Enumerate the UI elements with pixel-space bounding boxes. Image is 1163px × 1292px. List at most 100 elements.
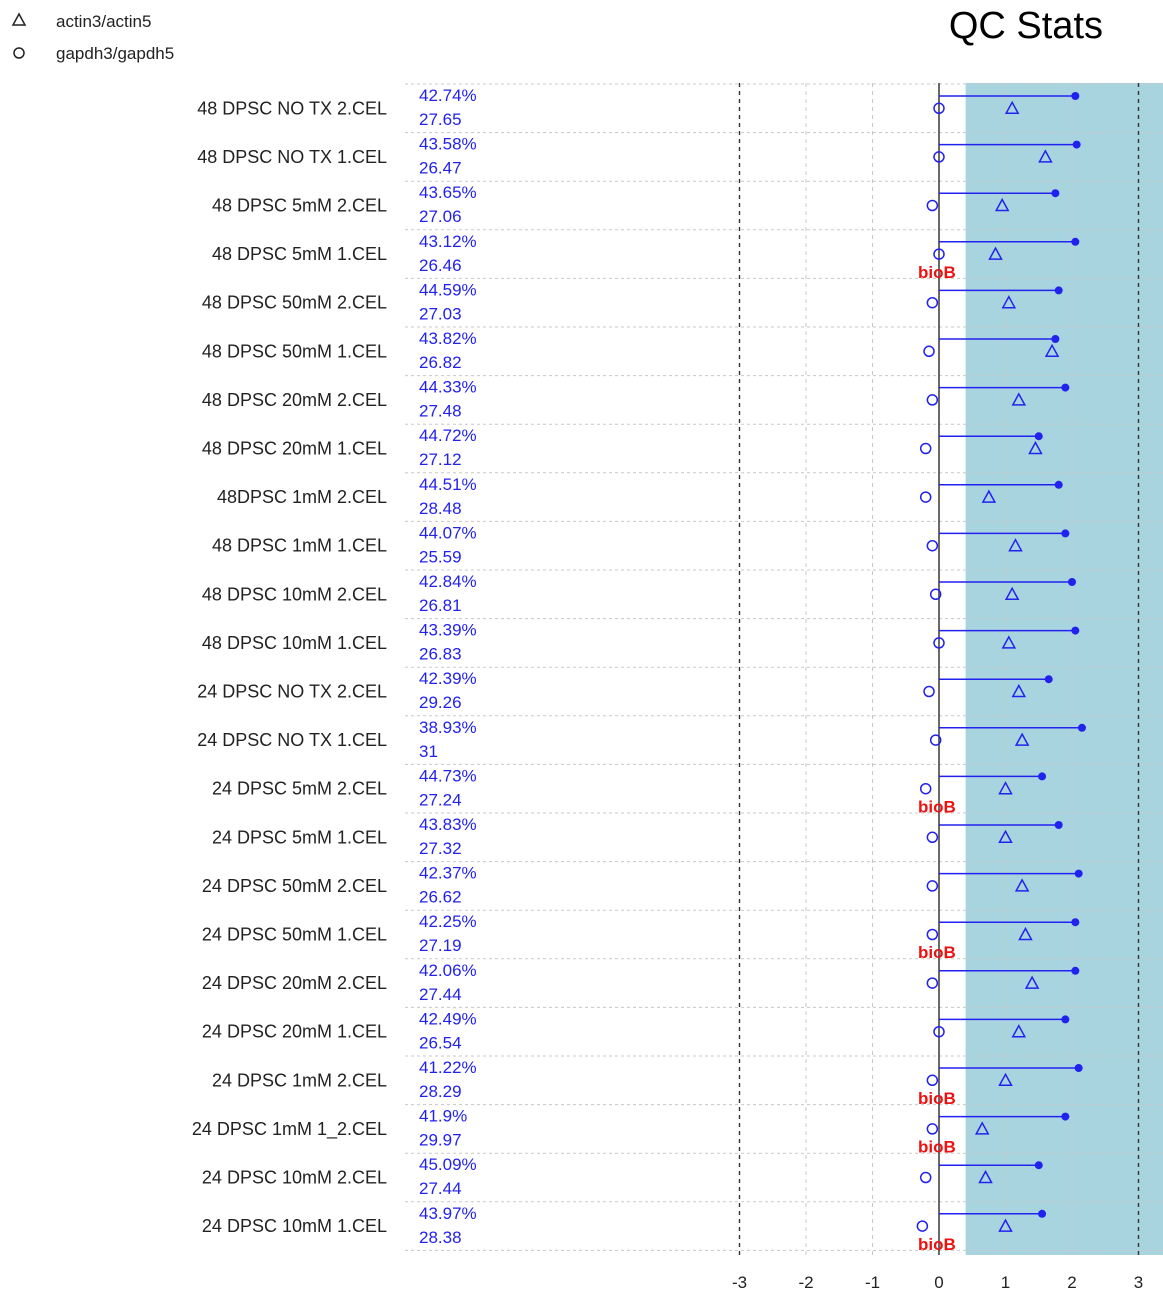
scale-factor-label: 27.24: [419, 790, 462, 809]
percent-present-label: 41.22%: [419, 1058, 477, 1077]
qc-row: 48 DPSC 50mM 1.CEL 43.82% 26.82: [202, 329, 1060, 372]
sample-label: 48 DPSC NO TX 1.CEL: [197, 147, 387, 167]
x-tick-label: 1: [1001, 1273, 1010, 1292]
sample-label: 24 DPSC 10mM 2.CEL: [202, 1168, 387, 1188]
sample-label: 48DPSC 1mM 2.CEL: [217, 487, 387, 507]
scale-factor-point: [1051, 189, 1060, 198]
legend-entry-actin: actin3/actin5: [56, 12, 151, 31]
percent-present-label: 44.73%: [419, 766, 477, 785]
percent-present-label: 43.83%: [419, 815, 477, 834]
biob-flag-label: bioB: [918, 1138, 956, 1157]
actin-ratio-marker: [994, 197, 1010, 212]
scale-factor-point: [1071, 966, 1080, 975]
scale-factor-point: [1054, 821, 1063, 829]
percent-present-label: 38.93%: [419, 718, 477, 737]
gapdh-ratio-marker: [926, 1123, 939, 1135]
qc-row: 48DPSC 1mM 2.CEL 44.51% 28.48: [217, 475, 1063, 518]
qc-row: 48 DPSC 10mM 1.CEL 43.39% 26.83: [202, 621, 1080, 664]
qc-row: 48 DPSC 5mM 1.CEL 43.12% 26.46 bioB: [212, 232, 1080, 282]
scale-factor-label: 27.48: [419, 402, 462, 421]
percent-present-label: 44.33%: [419, 378, 477, 397]
scale-factor-point: [1054, 480, 1063, 489]
gapdh-ratio-marker: [926, 394, 939, 406]
qc-row: 48 DPSC 10mM 2.CEL 42.84% 26.81: [202, 572, 1076, 615]
qc-row: 24 DPSC 5mM 1.CEL 43.83% 27.32: [212, 815, 1063, 858]
percent-present-label: 43.58%: [419, 135, 477, 154]
scale-factor-label: 26.46: [419, 256, 462, 275]
gapdh-ratio-marker: [916, 1220, 929, 1232]
scale-factor-point: [1038, 1209, 1047, 1218]
scale-factor-label: 26.82: [419, 353, 462, 372]
scale-factor-point: [1038, 772, 1047, 781]
scale-factor-label: 28.38: [419, 1228, 462, 1247]
sample-label: 48 DPSC 1mM 1.CEL: [212, 536, 387, 556]
scale-factor-label: 27.12: [419, 450, 462, 469]
actin-ratio-marker: [1011, 392, 1027, 406]
sample-label: 24 DPSC 5mM 2.CEL: [212, 779, 387, 799]
gapdh-ratio-marker: [926, 296, 939, 309]
sample-label: 48 DPSC 20mM 2.CEL: [202, 390, 387, 410]
actin-ratio-marker: [1038, 149, 1053, 163]
sample-label: 48 DPSC NO TX 2.CEL: [197, 98, 387, 118]
qc-row: 48 DPSC NO TX 1.CEL 43.58% 26.47: [197, 135, 1081, 178]
percent-present-label: 42.84%: [419, 572, 477, 591]
qc-row: 24 DPSC NO TX 2.CEL 42.39% 29.26: [197, 669, 1053, 712]
gapdh-ratio-marker: [919, 442, 932, 455]
qc-row: 24 DPSC 20mM 2.CEL 42.06% 27.44: [202, 961, 1080, 1004]
scale-factor-label: 27.06: [419, 207, 462, 226]
scale-factor-point: [1044, 675, 1053, 684]
qc-row: 24 DPSC 1mM 2.CEL 41.22% 28.29 bioB: [212, 1058, 1083, 1108]
biob-flag-label: bioB: [918, 797, 956, 816]
percent-present-label: 43.12%: [419, 232, 477, 251]
scale-factor-label: 27.19: [419, 936, 462, 955]
scale-factor-point: [1061, 383, 1070, 392]
gapdh-ratio-marker: [933, 151, 945, 163]
scale-factor-point: [1077, 723, 1086, 732]
scale-factor-point: [1068, 578, 1076, 586]
actin-ratio-marker: [1011, 1024, 1027, 1038]
gapdh-ratio-marker: [926, 1074, 939, 1087]
sample-label: 48 DPSC 20mM 1.CEL: [202, 439, 387, 459]
percent-present-label: 43.82%: [419, 329, 477, 348]
qc-row: 24 DPSC 1mM 1_2.CEL 41.9% 29.97 bioB: [192, 1107, 1070, 1157]
scale-factor-point: [1061, 529, 1070, 538]
actin-ratio-marker: [1011, 683, 1027, 698]
qc-row: 48 DPSC 50mM 2.CEL 44.59% 27.03: [202, 280, 1063, 323]
gapdh-ratio-marker: [926, 977, 939, 989]
legend-entry-gapdh: gapdh3/gapdh5: [56, 44, 174, 63]
biob-flag-label: bioB: [918, 263, 956, 282]
scale-factor-point: [1074, 869, 1083, 878]
actin-ratio-marker: [1018, 926, 1033, 941]
qc-row: 24 DPSC 10mM 1.CEL 43.97% 28.38 bioB: [202, 1204, 1047, 1254]
qc-row: 24 DPSC 50mM 1.CEL 42.25% 27.19 bioB: [202, 912, 1080, 962]
x-tick-label: 0: [934, 1273, 943, 1292]
scale-factor-label: 27.44: [419, 1179, 462, 1198]
gapdh-ratio-marker: [933, 637, 945, 649]
percent-present-label: 42.39%: [419, 669, 477, 688]
actin-ratio-marker: [974, 1121, 990, 1135]
grid-layer: [405, 83, 1163, 1255]
qc-row: 48 DPSC 20mM 1.CEL 44.72% 27.12: [202, 426, 1043, 469]
percent-present-label: 43.65%: [419, 183, 477, 202]
qc-row: 24 DPSC 50mM 2.CEL 42.37% 26.62: [202, 864, 1083, 907]
actin-ratio-marker: [1024, 975, 1040, 989]
scale-factor-label: 31: [419, 742, 438, 761]
gapdh-ratio-marker: [933, 1025, 945, 1038]
gapdh-ratio-marker: [926, 199, 939, 212]
percent-present-label: 44.59%: [419, 280, 477, 299]
percent-present-label: 42.49%: [419, 1009, 477, 1028]
scale-factor-label: 28.48: [419, 499, 462, 518]
biob-flag-label: bioB: [918, 1089, 956, 1108]
biob-flag-label: bioB: [918, 943, 956, 962]
actin-ratio-marker: [1028, 440, 1043, 455]
scale-factor-point: [1071, 626, 1080, 635]
sample-label: 24 DPSC 50mM 1.CEL: [202, 925, 387, 945]
scale-factor-point: [1071, 918, 1080, 927]
sample-label: 48 DPSC 5mM 2.CEL: [212, 196, 387, 216]
scale-factor-label: 28.29: [419, 1082, 462, 1101]
legend-triangle-icon: [11, 12, 27, 26]
scale-factor-label: 27.03: [419, 304, 462, 323]
gapdh-ratio-marker: [926, 880, 939, 892]
qc-row: 24 DPSC 10mM 2.CEL 45.09% 27.44: [202, 1155, 1043, 1198]
